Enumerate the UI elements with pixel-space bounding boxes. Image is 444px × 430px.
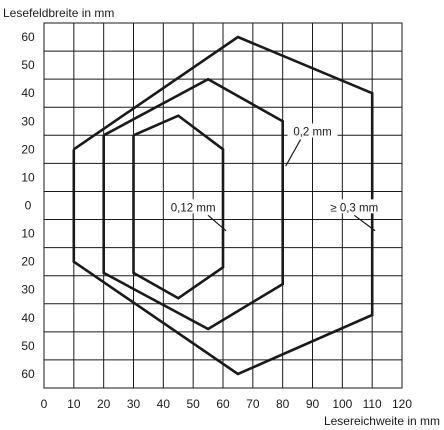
series-line-2 — [102, 77, 285, 331]
y-tick-label: 10 — [21, 227, 35, 241]
y-tick-label: 60 — [21, 30, 35, 44]
x-tick-label: 30 — [127, 397, 141, 411]
x-axis-label: Lesereichweite in mm — [324, 414, 440, 428]
y-tick-label: 20 — [21, 255, 35, 269]
y-tick-label: 30 — [21, 283, 35, 297]
series-group — [72, 35, 374, 376]
annotation-label: ≥ 0,3 mm — [330, 202, 378, 214]
y-tick-label: 40 — [21, 311, 35, 325]
y-tick-label: 30 — [21, 114, 35, 128]
y-tick-label: 60 — [21, 367, 35, 381]
annotations: 0,2 mm 0,12 mm ≥ 0,3 mm — [165, 123, 384, 232]
annotation-leader-line — [285, 139, 302, 167]
annotation-leader-line — [207, 214, 227, 232]
x-tick-label: 40 — [157, 397, 171, 411]
x-tick-label: 10 — [67, 397, 81, 411]
annotation-background — [287, 123, 338, 138]
x-tick-label: 70 — [246, 397, 260, 411]
y-tick-label: 50 — [21, 58, 35, 72]
y-axis-label: Lesefeldbreite in mm — [3, 6, 114, 20]
x-tick-label: 90 — [306, 397, 320, 411]
x-tick-labels: 0 10 20 30 40 50 60 70 80 90 100 110 120 — [41, 397, 413, 411]
annotation-background — [165, 199, 222, 214]
y-tick-labels: 60 50 40 30 20 10 0 10 20 30 40 50 60 — [21, 30, 35, 381]
x-tick-label: 100 — [332, 397, 352, 411]
y-tick-label: 50 — [21, 339, 35, 353]
series-line-3 — [72, 35, 374, 376]
series-line-1 — [132, 114, 225, 300]
annotation-label: 0,12 mm — [171, 202, 216, 214]
x-tick-label: 120 — [392, 397, 412, 411]
annotation-leader-line — [353, 214, 376, 232]
x-tick-label: 80 — [276, 397, 290, 411]
y-tick-label: 40 — [21, 86, 35, 100]
y-tick-label: 0 — [25, 199, 32, 213]
x-tick-label: 20 — [97, 397, 111, 411]
annotation-label: 0,2 mm — [293, 127, 331, 139]
x-tick-label: 0 — [41, 397, 48, 411]
x-tick-label: 60 — [216, 397, 230, 411]
x-tick-label: 50 — [186, 397, 200, 411]
annotation-background — [325, 199, 384, 214]
y-tick-label: 10 — [21, 170, 35, 184]
x-tick-label: 110 — [363, 397, 382, 411]
y-tick-label: 20 — [21, 142, 35, 156]
